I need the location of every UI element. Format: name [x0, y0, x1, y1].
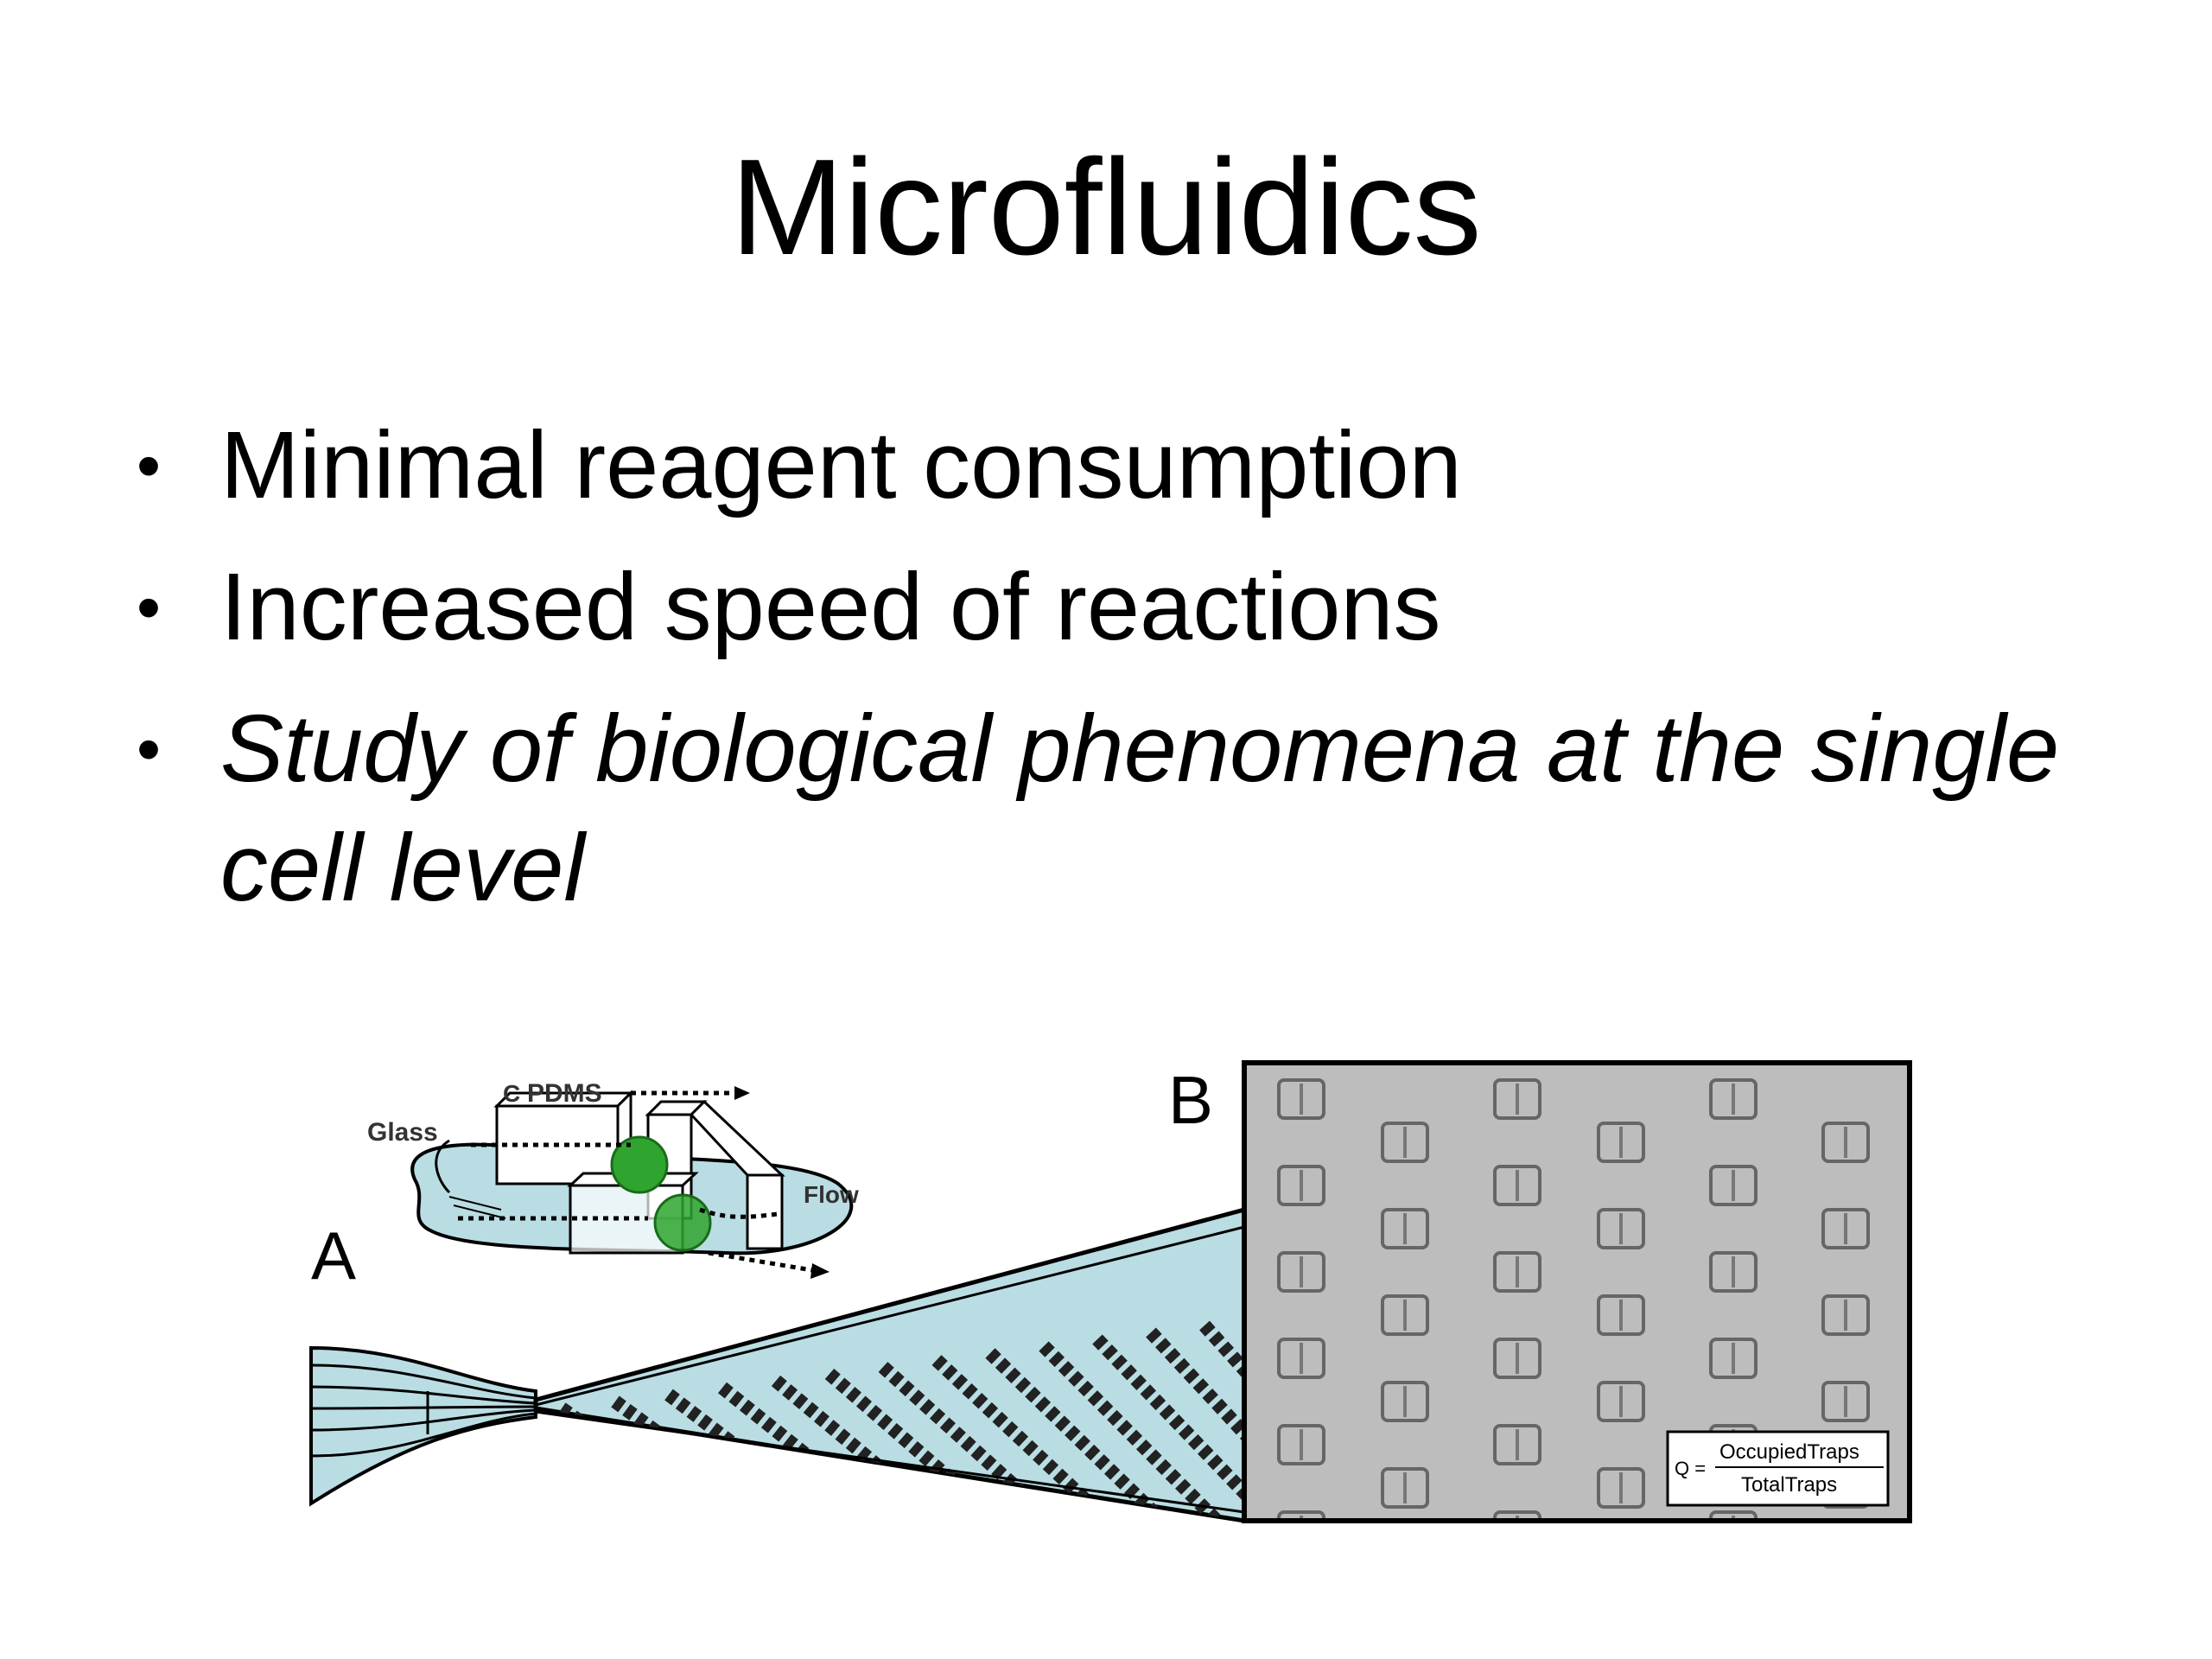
- trap-schematic-inset: Glass C PDMS Flow: [367, 1079, 859, 1279]
- trap-row: [1039, 1341, 1244, 1521]
- micro-trap: [1493, 1078, 1541, 1120]
- micro-trap: [1709, 1251, 1758, 1293]
- micro-trap: [1493, 1510, 1541, 1521]
- micro-trap: [1597, 1122, 1645, 1163]
- bullet-text: Minimal reagent consumption: [220, 412, 1462, 518]
- flow-label: Flow: [804, 1181, 859, 1208]
- micro-trap: [1597, 1294, 1645, 1336]
- micro-trap: [1381, 1467, 1429, 1509]
- panel-a-label: A: [311, 1217, 356, 1294]
- micro-trap: [1709, 1078, 1758, 1120]
- micro-trap: [1597, 1467, 1645, 1509]
- microfluidic-figure: A: [276, 994, 1944, 1547]
- bullet-text: Study of biological phenomena at the sin…: [220, 696, 2060, 921]
- micro-trap: [1493, 1338, 1541, 1379]
- bullet-text: Increased speed of reactions: [220, 554, 1441, 660]
- micro-trap: [1597, 1208, 1645, 1249]
- trap-row: [1146, 1327, 1244, 1521]
- bullet-dot-icon: •: [137, 710, 162, 787]
- micro-trap: [1277, 1510, 1325, 1521]
- micro-trap: [1381, 1208, 1429, 1249]
- micro-trap: [1493, 1251, 1541, 1293]
- c-label: C: [503, 1080, 520, 1107]
- micro-trap: [1821, 1294, 1870, 1336]
- trap-row: [824, 1368, 1033, 1521]
- formula-numerator: OccupiedTraps: [1719, 1440, 1859, 1464]
- micro-trap: [1709, 1338, 1758, 1379]
- bullet-list: • Minimal reagent consumption • Increase…: [130, 406, 2074, 950]
- bullet-item-reagent: • Minimal reagent consumption: [130, 406, 2074, 525]
- slide-title: Microfluidics: [730, 131, 1482, 283]
- micro-trap: [1493, 1165, 1541, 1206]
- occupancy-formula: Q = OccupiedTraps TotalTraps: [1666, 1430, 1890, 1507]
- micro-trap: [1277, 1424, 1325, 1465]
- trap-row: [1199, 1320, 1244, 1521]
- trap-row: [1092, 1334, 1244, 1521]
- micro-trap: [1277, 1078, 1325, 1120]
- micro-trap: [1709, 1165, 1758, 1206]
- cell-bead-icon: [610, 1135, 669, 1194]
- formula-denominator: TotalTraps: [1741, 1473, 1837, 1497]
- micro-trap: [1821, 1122, 1870, 1163]
- micro-trap: [1821, 1208, 1870, 1249]
- bullet-dot-icon: •: [137, 427, 162, 504]
- inlet-channels: [309, 1345, 537, 1507]
- glass-label: Glass: [367, 1118, 438, 1147]
- bullet-dot-icon: •: [137, 569, 162, 645]
- bullet-item-speed: • Increased speed of reactions: [130, 548, 2074, 667]
- micro-trap: [1381, 1381, 1429, 1422]
- micro-trap: [1381, 1294, 1429, 1336]
- micro-trap: [1277, 1338, 1325, 1379]
- micro-trap: [1709, 1510, 1758, 1521]
- panel-b-label: B: [1168, 1062, 1213, 1138]
- trap-row: [985, 1348, 1194, 1521]
- micro-trap: [1381, 1122, 1429, 1163]
- figure-svg: A: [309, 1060, 1912, 1523]
- micro-trap: [1493, 1424, 1541, 1465]
- micro-trap: [1821, 1381, 1870, 1422]
- formula-lhs: Q =: [1675, 1458, 1706, 1479]
- bullet-item-single-cell: • Study of biological phenomena at the s…: [130, 690, 2074, 928]
- micro-trap: [1277, 1251, 1325, 1293]
- micro-trap: [1277, 1165, 1325, 1206]
- cell-bead-icon: [653, 1193, 712, 1252]
- micro-trap: [1597, 1381, 1645, 1422]
- pdms-label: PDMS: [527, 1079, 602, 1108]
